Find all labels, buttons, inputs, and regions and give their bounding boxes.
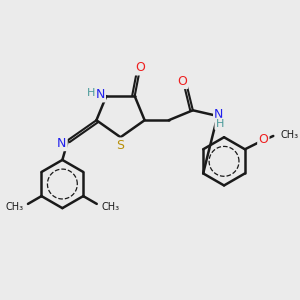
Text: H: H <box>216 119 224 129</box>
Text: N: N <box>214 108 224 121</box>
Text: O: O <box>177 75 187 88</box>
Text: H: H <box>86 88 95 98</box>
Text: CH₃: CH₃ <box>6 202 24 212</box>
Text: O: O <box>258 134 268 146</box>
Text: O: O <box>135 61 145 74</box>
Text: N: N <box>95 88 105 101</box>
Text: S: S <box>116 139 124 152</box>
Text: N: N <box>57 137 67 150</box>
Text: CH₃: CH₃ <box>280 130 298 140</box>
Text: CH₃: CH₃ <box>101 202 119 212</box>
